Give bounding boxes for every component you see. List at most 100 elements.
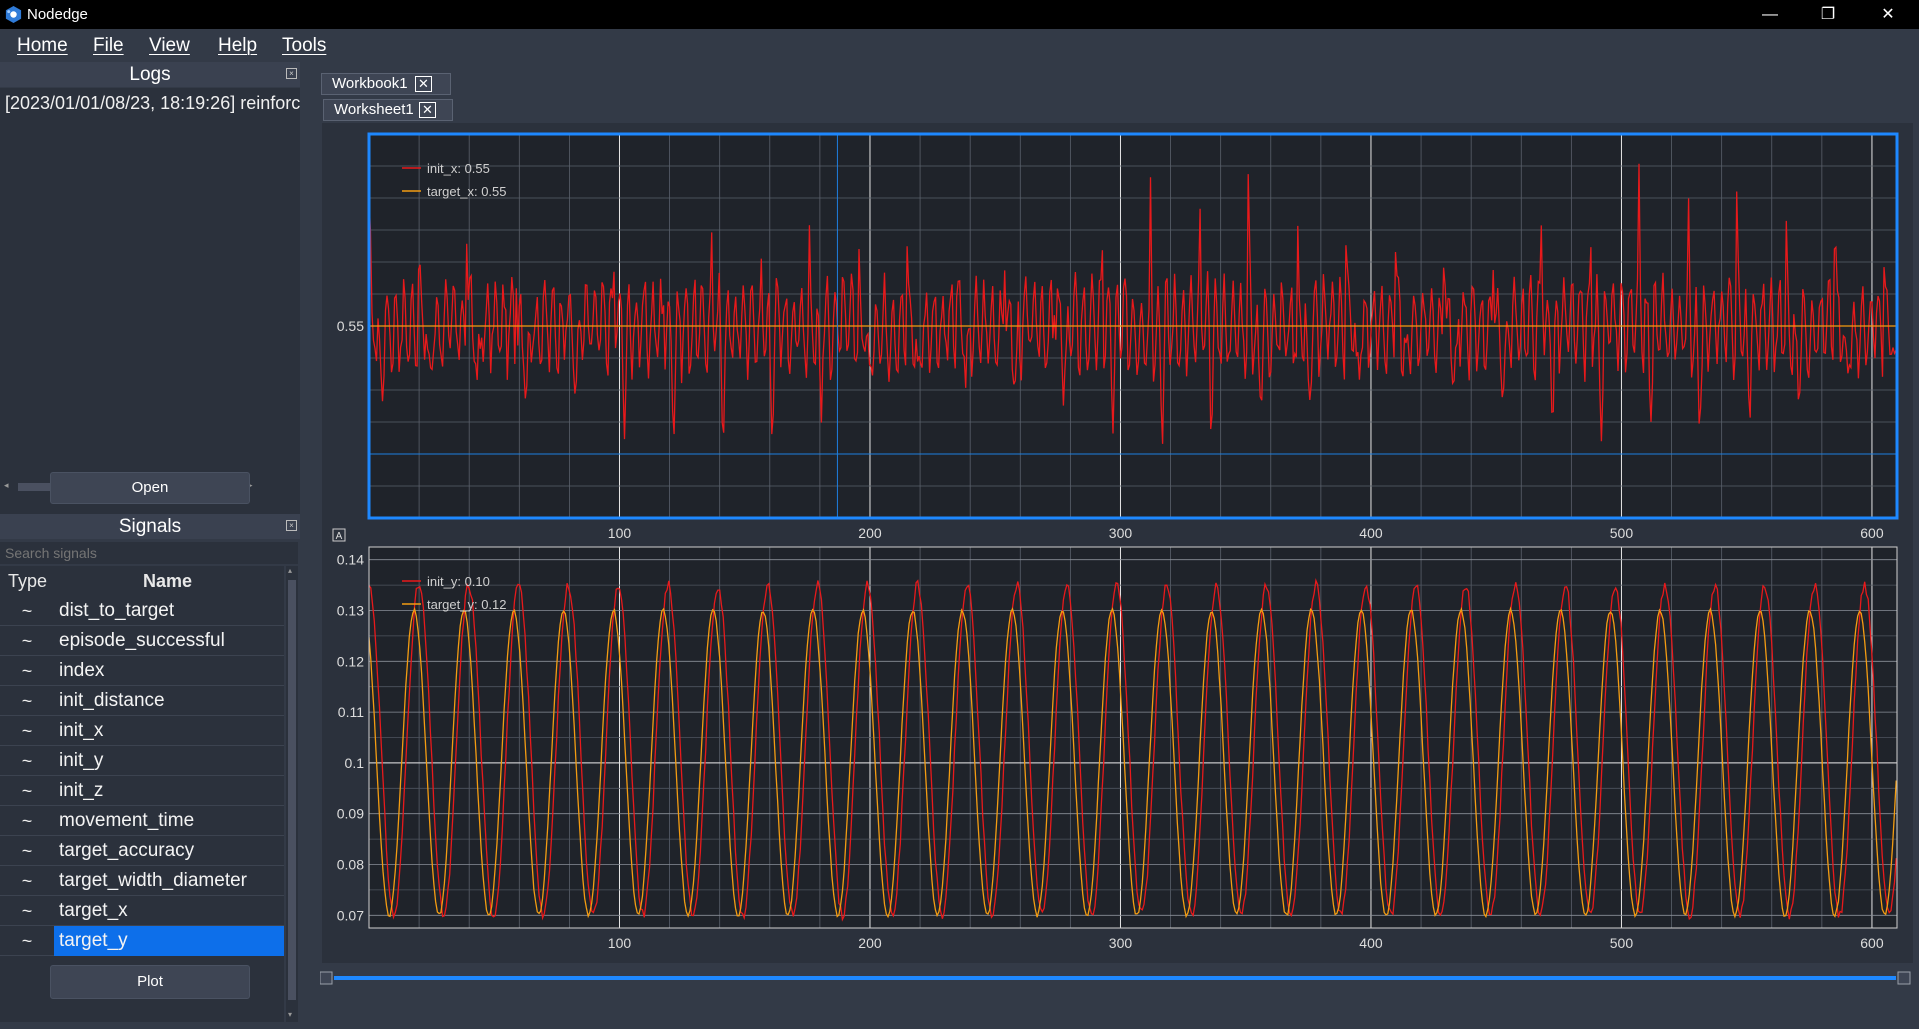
- plot-frame: [367, 132, 1899, 520]
- menu-bar: Home File View Help Tools: [0, 29, 1919, 62]
- table-row[interactable]: ~ init_z: [0, 776, 284, 806]
- restore-button[interactable]: ❐: [1820, 6, 1836, 23]
- logs-title: Logs: [129, 64, 171, 85]
- x-tick-label: 400: [1359, 935, 1383, 951]
- chart-2[interactable]: init_y: 0.10 target_y: 0.12 100 200 300 400 50…: [337, 546, 1898, 951]
- range-handle-left[interactable]: [319, 971, 333, 985]
- legend-entry: init_x: 0.55: [427, 161, 490, 176]
- legend-entry: init_y: 0.10: [427, 574, 490, 589]
- x-tick-label: 100: [608, 935, 632, 951]
- y-tick-label: 0.08: [337, 857, 364, 873]
- table-row[interactable]: ~ init_y: [0, 746, 284, 776]
- signal-type-icon: ~: [21, 661, 33, 681]
- tab-workbook1[interactable]: Workbook1 ✕: [321, 73, 451, 95]
- app-logo-icon: [5, 5, 22, 24]
- logs-dock-close-icon[interactable]: ×: [286, 68, 297, 79]
- scroll-up-icon[interactable]: ▴: [288, 566, 293, 575]
- scroll-down-icon[interactable]: ▾: [288, 1010, 293, 1019]
- range-handle-right[interactable]: [1897, 971, 1911, 985]
- x-tick-label: 500: [1610, 935, 1634, 951]
- menu-file[interactable]: File: [93, 35, 124, 56]
- menu-tools[interactable]: Tools: [282, 35, 327, 56]
- signal-type-icon: ~: [21, 871, 33, 891]
- y-tick-label: 0.55: [337, 318, 364, 334]
- y-tick-label: 0.09: [337, 806, 364, 822]
- x-tick-label: 600: [1860, 935, 1884, 951]
- worksheet-plot-area: init_x: 0.55 target_x: 0.55 100 200 300 400 50…: [322, 123, 1913, 963]
- x-tick-label: 200: [858, 935, 882, 951]
- signal-name: dist_to_target: [59, 600, 175, 621]
- y-tick-label: 0.14: [337, 552, 364, 568]
- scroll-right-icon[interactable]: ▸: [248, 480, 253, 490]
- table-row[interactable]: ~ init_x: [0, 716, 284, 746]
- y-tick-label: 0.13: [337, 603, 364, 619]
- signal-type-icon: ~: [21, 601, 33, 621]
- x-tick-label: 500: [1610, 525, 1634, 541]
- search-signals-input[interactable]: [0, 542, 298, 564]
- menu-view[interactable]: View: [149, 35, 190, 56]
- signal-name: episode_successful: [59, 630, 225, 651]
- signal-name: init_x: [59, 720, 104, 741]
- signal-name: target_y: [54, 926, 284, 956]
- table-row[interactable]: ~ init_distance: [0, 686, 284, 716]
- legend-entry: target_y: 0.12: [427, 597, 507, 612]
- y-tick-label: 0.11: [338, 704, 364, 720]
- signal-type-icon: ~: [21, 841, 33, 861]
- x-tick-label: 200: [858, 525, 882, 541]
- signal-name: index: [59, 660, 105, 681]
- signals-dock-close-icon[interactable]: ×: [286, 520, 297, 531]
- signal-type-icon: ~: [21, 781, 33, 801]
- signal-type-icon: ~: [21, 811, 33, 831]
- x-tick-label: 400: [1359, 525, 1383, 541]
- signals-title: Signals: [118, 516, 182, 537]
- signals-table: Type Name ~ dist_to_target ~ episode_succes…: [0, 566, 284, 1022]
- range-track[interactable]: [334, 976, 1896, 980]
- left-dock: Logs × [2023/01/01/08/23, 18:19:26] rein…: [0, 62, 300, 1029]
- signals-dock-header: Signals ×: [0, 514, 300, 539]
- table-row[interactable]: ~ target_x: [0, 896, 284, 926]
- plot-frame: [368, 546, 1898, 929]
- auto-range-icon[interactable]: [332, 528, 346, 542]
- signals-vertical-scrollbar[interactable]: ▴ ▾: [286, 566, 298, 1022]
- signal-type-icon: ~: [21, 901, 33, 921]
- logs-view[interactable]: [2023/01/01/08/23, 18:19:26] reinforceme…: [0, 88, 300, 516]
- table-row[interactable]: ~ target_width_diameter: [0, 866, 284, 896]
- signal-name: target_accuracy: [59, 840, 195, 861]
- plot-button[interactable]: Plot: [50, 965, 250, 999]
- column-header-name[interactable]: Name: [143, 571, 193, 591]
- tab-workbook1-label: Workbook1: [332, 75, 408, 92]
- signal-type-icon: ~: [21, 751, 33, 771]
- series-line-init_x: [369, 163, 1897, 444]
- signal-name: target_x: [59, 900, 128, 921]
- logs-dock-header: Logs ×: [0, 62, 300, 87]
- table-row[interactable]: ~ index: [0, 656, 284, 686]
- close-tab-icon[interactable]: ✕: [415, 76, 432, 92]
- x-tick-label: 600: [1860, 525, 1884, 541]
- menu-help[interactable]: Help: [218, 35, 258, 56]
- scroll-left-icon[interactable]: ◂: [4, 480, 9, 490]
- legend-entry: target_x: 0.55: [427, 184, 507, 199]
- signal-type-icon: ~: [21, 691, 33, 711]
- y-tick-label: 0.07: [337, 907, 364, 923]
- open-button[interactable]: Open: [50, 472, 250, 504]
- chart-1[interactable]: init_x: 0.55 target_x: 0.55 100 200 300 400 50…: [332, 132, 1899, 542]
- window-title: Nodedge: [27, 6, 88, 23]
- close-tab-icon[interactable]: ✕: [419, 102, 436, 118]
- table-row[interactable]: ~ movement_time: [0, 806, 284, 836]
- tab-worksheet1[interactable]: Worksheet1 ✕: [323, 99, 453, 121]
- x-tick-label: 100: [608, 525, 632, 541]
- x-tick-label: 300: [1109, 935, 1133, 951]
- close-window-button[interactable]: ✕: [1881, 6, 1895, 23]
- table-row[interactable]: ~ target_accuracy: [0, 836, 284, 866]
- table-row[interactable]: ~ dist_to_target: [0, 596, 284, 626]
- table-row[interactable]: ~ target_y: [0, 926, 284, 956]
- scrollbar-thumb[interactable]: [288, 580, 296, 1000]
- column-header-type[interactable]: Type: [8, 571, 48, 591]
- x-range-slider[interactable]: [319, 970, 1912, 986]
- table-row[interactable]: ~ episode_successful: [0, 626, 284, 656]
- menu-home[interactable]: Home: [17, 35, 68, 56]
- series-line-target_y: [369, 606, 1897, 919]
- minimize-button[interactable]: —: [1762, 6, 1778, 23]
- signal-name: init_distance: [59, 690, 165, 711]
- signal-name: target_width_diameter: [59, 870, 247, 891]
